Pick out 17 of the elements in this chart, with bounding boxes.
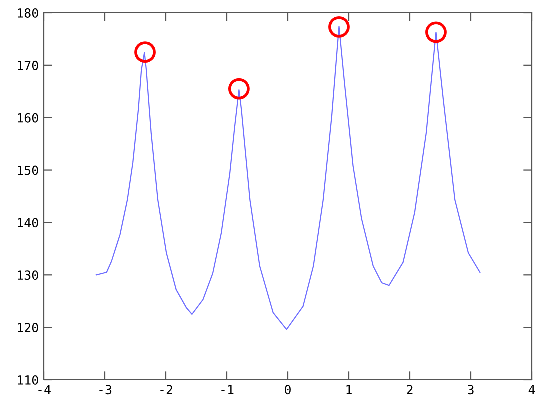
x-tick-label: 3 [468,385,474,395]
x-tick-label: -4 [38,385,51,394]
x-tick-label: -2 [160,385,172,394]
y-tick-label: 130 [18,270,38,280]
x-tick-label: 0 [285,385,291,395]
y-tick-label: 150 [18,166,38,176]
x-tick-label: 1 [346,385,352,394]
y-tick-label: 170 [18,60,38,70]
y-tick-label: 110 [18,376,38,385]
x-tick-label: 2 [407,385,413,394]
y-tick-label: 120 [18,323,38,333]
y-tick-label: 160 [18,113,38,123]
y-tick-label: 140 [18,218,38,228]
x-tick-label: -3 [100,385,112,395]
x-tick-label: 4 [528,385,536,394]
x-tick-label: -1 [222,385,234,394]
y-tick-label: 180 [18,8,38,18]
